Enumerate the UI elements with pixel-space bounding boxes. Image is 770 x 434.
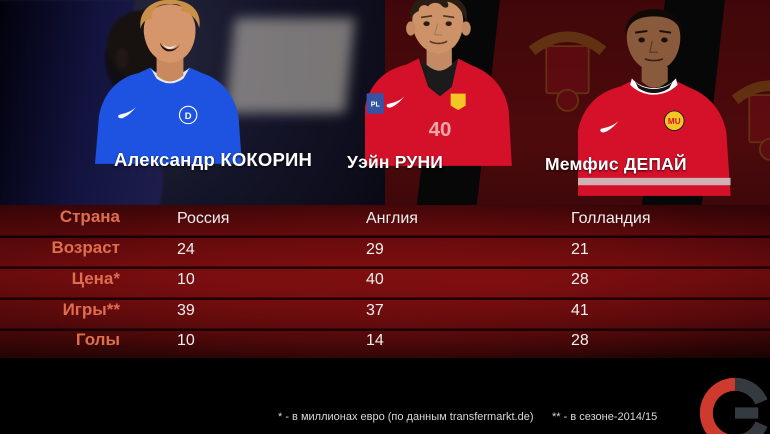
svg-text:40: 40 <box>429 118 452 141</box>
svg-text:MU: MU <box>668 117 681 126</box>
svg-text:PL: PL <box>371 101 381 109</box>
svg-text:D: D <box>185 111 192 122</box>
